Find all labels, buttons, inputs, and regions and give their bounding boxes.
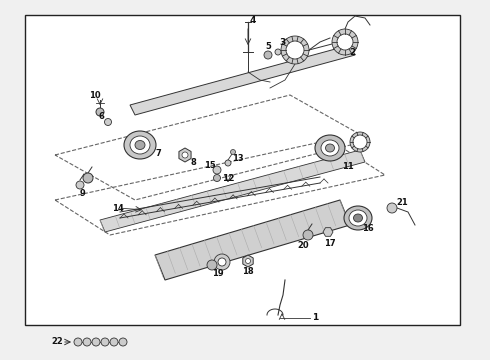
Circle shape <box>182 152 188 158</box>
Text: 11: 11 <box>342 162 354 171</box>
Ellipse shape <box>315 135 345 161</box>
Polygon shape <box>179 148 191 162</box>
Text: 17: 17 <box>324 239 336 248</box>
Text: 9: 9 <box>79 189 85 198</box>
Text: 5: 5 <box>265 41 271 50</box>
Circle shape <box>230 149 236 154</box>
Circle shape <box>83 338 91 346</box>
Text: 13: 13 <box>232 153 244 162</box>
Text: 21: 21 <box>396 198 408 207</box>
Circle shape <box>218 258 226 266</box>
Circle shape <box>83 173 93 183</box>
Text: 2: 2 <box>349 48 355 57</box>
Text: 8: 8 <box>190 158 196 166</box>
Text: 7: 7 <box>155 149 161 158</box>
Text: 16: 16 <box>362 224 374 233</box>
Text: 15: 15 <box>204 161 216 170</box>
Circle shape <box>110 338 118 346</box>
Circle shape <box>104 118 112 126</box>
Text: 19: 19 <box>212 270 224 279</box>
Text: 10: 10 <box>89 90 101 99</box>
Circle shape <box>96 108 104 116</box>
Ellipse shape <box>325 144 335 152</box>
Circle shape <box>264 51 272 59</box>
Bar <box>25 15 460 325</box>
Text: 6: 6 <box>98 112 104 121</box>
Polygon shape <box>100 150 365 232</box>
Circle shape <box>92 338 100 346</box>
Ellipse shape <box>130 136 150 154</box>
Circle shape <box>213 166 221 174</box>
Ellipse shape <box>135 140 145 149</box>
Circle shape <box>225 160 231 166</box>
Text: 22: 22 <box>51 338 63 346</box>
Circle shape <box>119 338 127 346</box>
Ellipse shape <box>349 210 367 226</box>
Polygon shape <box>155 200 350 280</box>
Text: 14: 14 <box>112 203 124 212</box>
Circle shape <box>337 34 353 50</box>
Circle shape <box>281 36 309 64</box>
Ellipse shape <box>321 140 339 156</box>
Ellipse shape <box>344 206 372 230</box>
Circle shape <box>350 132 370 152</box>
Circle shape <box>214 254 230 270</box>
Circle shape <box>207 260 217 270</box>
Circle shape <box>74 338 82 346</box>
Text: 20: 20 <box>297 240 309 249</box>
Circle shape <box>303 230 313 240</box>
Circle shape <box>340 37 350 47</box>
Circle shape <box>214 175 220 181</box>
Text: 3: 3 <box>280 37 286 46</box>
Polygon shape <box>243 255 253 267</box>
Ellipse shape <box>124 131 156 159</box>
Circle shape <box>245 258 250 264</box>
Circle shape <box>76 181 84 189</box>
Circle shape <box>101 338 109 346</box>
Ellipse shape <box>353 214 363 222</box>
Text: 1: 1 <box>312 314 318 323</box>
Circle shape <box>286 41 304 59</box>
Text: 12: 12 <box>222 174 234 183</box>
Circle shape <box>332 29 358 55</box>
Circle shape <box>290 45 300 55</box>
Polygon shape <box>323 228 333 236</box>
Circle shape <box>387 203 397 213</box>
Text: 4: 4 <box>250 15 256 24</box>
Circle shape <box>275 49 281 55</box>
Polygon shape <box>130 45 355 115</box>
Text: 18: 18 <box>242 267 254 276</box>
Circle shape <box>353 135 367 149</box>
